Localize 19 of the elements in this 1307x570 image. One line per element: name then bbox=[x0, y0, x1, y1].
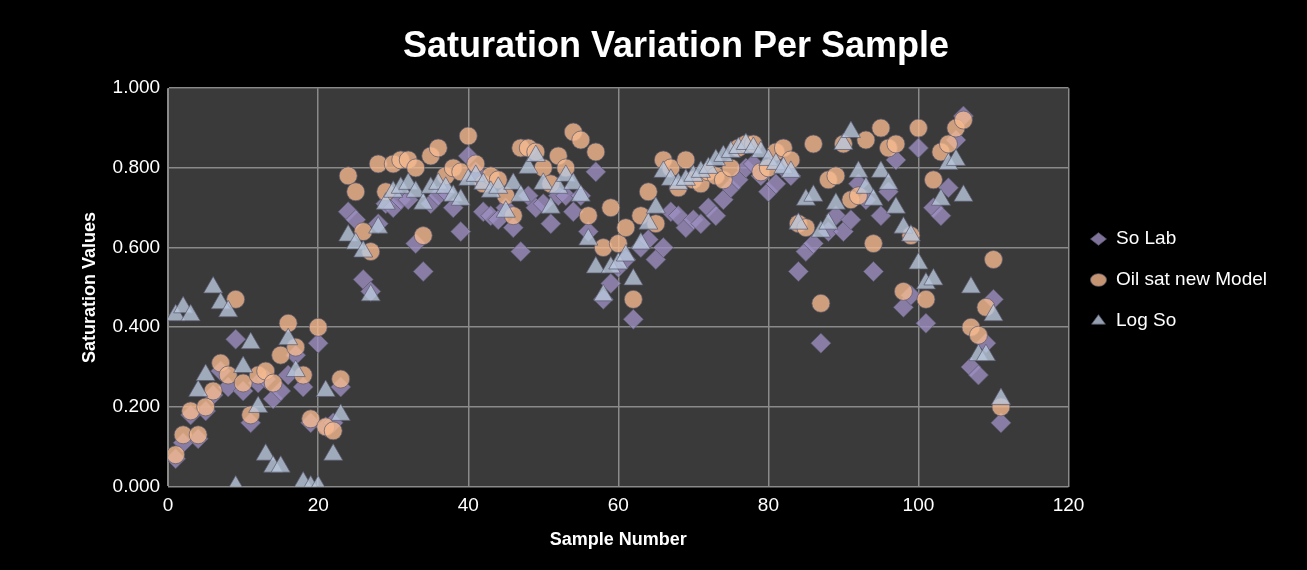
legend-label: Oil sat new Model bbox=[1115, 268, 1268, 290]
x-tick-label: 40 bbox=[457, 494, 479, 516]
x-tick-label: 60 bbox=[607, 494, 629, 516]
x-tick-label: 0 bbox=[162, 494, 174, 516]
chart-title: Saturation Variation Per Sample bbox=[402, 23, 950, 65]
x-tick-label: 120 bbox=[1052, 494, 1085, 516]
x-tick-label: 100 bbox=[902, 494, 935, 516]
y-tick-label: 0.000 bbox=[112, 474, 161, 496]
y-tick-label: 1.000 bbox=[112, 76, 161, 98]
legend-label: So Lab bbox=[1115, 227, 1177, 249]
y-tick-label: 0.800 bbox=[112, 156, 161, 178]
legend-label: Log So bbox=[1115, 309, 1177, 331]
y-tick-label: 0.200 bbox=[112, 395, 161, 417]
y-tick-label: 0.600 bbox=[112, 235, 161, 257]
y-tick-label: 0.400 bbox=[112, 315, 161, 337]
x-tick-label: 20 bbox=[307, 494, 329, 516]
x-axis-title: Sample Number bbox=[549, 529, 687, 550]
x-tick-label: 80 bbox=[757, 494, 779, 516]
y-axis-title: Saturation Values bbox=[78, 211, 99, 363]
